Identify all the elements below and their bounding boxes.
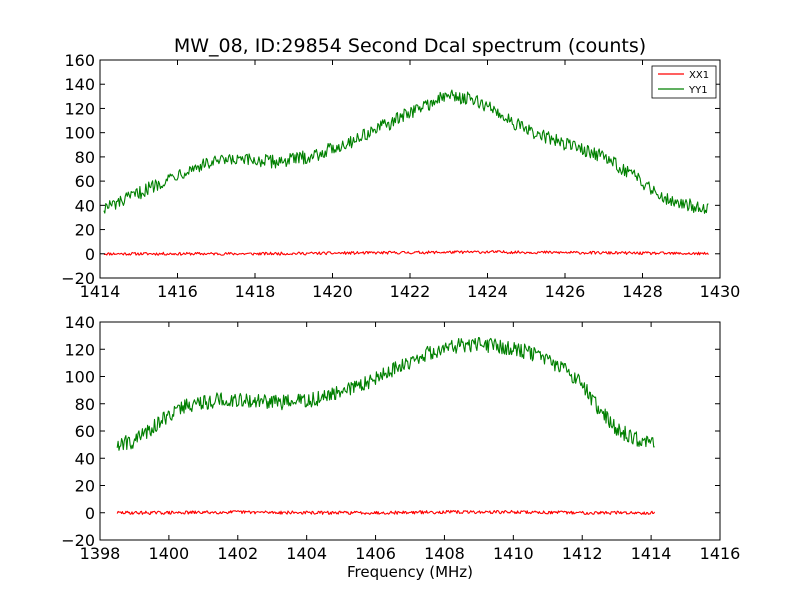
series-line-green-panel-2 <box>116 336 655 451</box>
y-tick-label: 140 <box>64 313 95 332</box>
y-tick-label: 100 <box>64 368 95 387</box>
y-tick-label: 60 <box>75 172 95 191</box>
x-axis-label: Frequency (MHz) <box>347 563 473 581</box>
top-series-layer <box>103 89 709 256</box>
top-ticks-layer: 1414 1416 1418 1420 1422 1424 1426 1428 1430 −20 0… <box>61 51 740 301</box>
bottom-series-layer <box>116 336 656 515</box>
series-line-red-panel-2 <box>116 509 656 515</box>
x-tick-label: 1410 <box>493 544 534 563</box>
x-tick-label: 1416 <box>157 282 198 301</box>
bottom-ticks-layer: 1398 1400 1402 1404 1406 1408 1410 1412 1414 1416… <box>61 313 740 563</box>
legend-box <box>651 65 717 99</box>
x-tick-label: 1404 <box>286 544 327 563</box>
y-tick-label: 120 <box>64 99 95 118</box>
y-tick-label: 80 <box>75 395 95 414</box>
x-tick-label: 1412 <box>562 544 603 563</box>
y-tick-label: 100 <box>64 124 95 143</box>
y-tick-label: 120 <box>64 340 95 359</box>
y-tick-label: −20 <box>61 531 95 550</box>
bottom-spectrum-panel: 1398 1400 1402 1404 1406 1408 1410 1412 1414 1416… <box>61 313 740 581</box>
x-tick-label: 1402 <box>217 544 258 563</box>
y-tick-label: 0 <box>85 504 95 523</box>
x-tick-label: 1428 <box>622 282 663 301</box>
y-tick-label: 40 <box>75 449 95 468</box>
y-tick-label: 40 <box>75 196 95 215</box>
chart-title: MW_08, ID:29854 Second Dcal spectrum (co… <box>174 35 646 57</box>
x-tick-label: 1408 <box>424 544 465 563</box>
top-spectrum-panel: MW_08, ID:29854 Second Dcal spectrum (co… <box>61 35 740 301</box>
series-line-yy1-panel-1 <box>103 89 709 214</box>
y-tick-label: 140 <box>64 75 95 94</box>
y-tick-label: 20 <box>75 221 95 240</box>
x-tick-label: 1400 <box>149 544 190 563</box>
series-line-xx1-panel-1 <box>103 250 709 256</box>
y-tick-label: 80 <box>75 148 95 167</box>
x-tick-label: 1420 <box>312 282 353 301</box>
y-tick-label: 20 <box>75 477 95 496</box>
x-tick-label: 1424 <box>467 282 508 301</box>
legend: XX1 YY1 <box>651 65 717 99</box>
legend-label-xx1: XX1 <box>689 70 709 81</box>
y-tick-label: −20 <box>61 269 95 288</box>
x-tick-label: 1418 <box>235 282 276 301</box>
y-tick-label: 60 <box>75 422 95 441</box>
x-tick-label: 1422 <box>390 282 431 301</box>
legend-label-yy1: YY1 <box>688 85 708 96</box>
x-tick-label: 1426 <box>545 282 586 301</box>
x-tick-label: 1430 <box>700 282 741 301</box>
x-tick-label: 1406 <box>355 544 396 563</box>
y-tick-label: 160 <box>64 51 95 70</box>
x-tick-label: 1398 <box>80 544 121 563</box>
x-tick-label: 1416 <box>700 544 741 563</box>
y-tick-label: 0 <box>85 245 95 264</box>
x-tick-label: 1414 <box>80 282 121 301</box>
x-tick-label: 1414 <box>631 544 672 563</box>
